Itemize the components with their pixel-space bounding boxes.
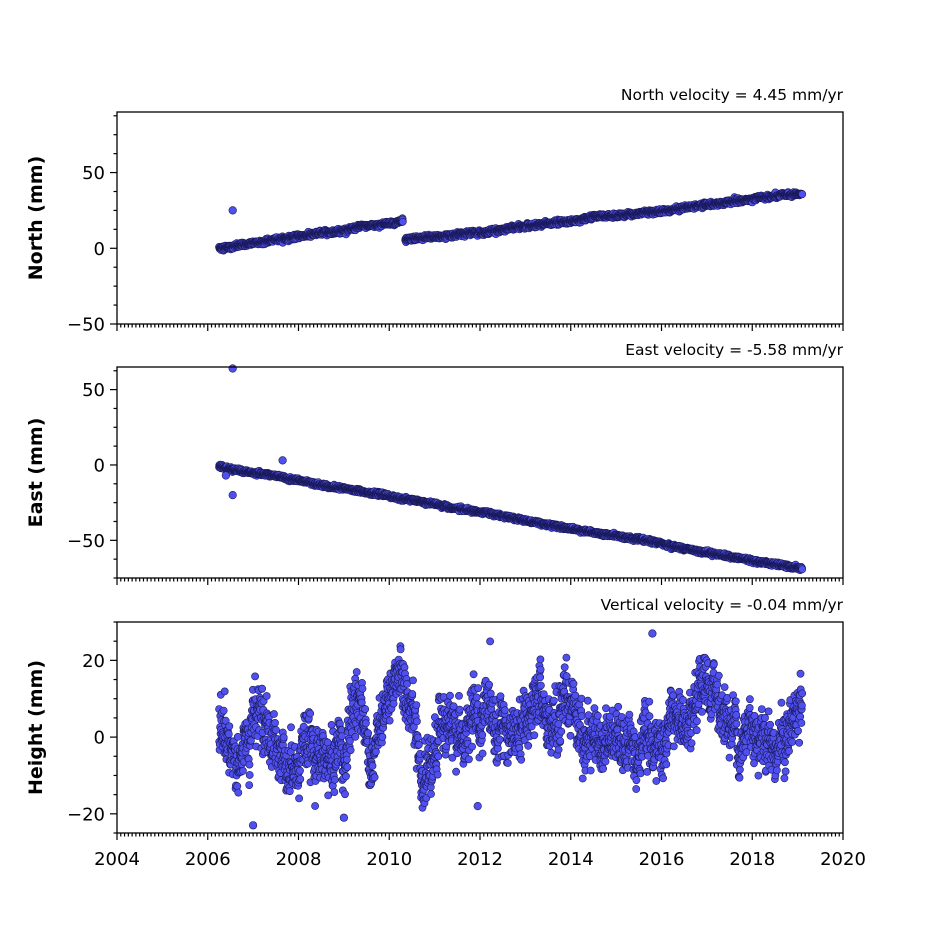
north-point	[798, 190, 807, 199]
north-panel: −50 0 50 North (mm) North velocity = 4.45 mm…	[25, 86, 844, 336]
north-outlier-point	[228, 206, 237, 215]
north-axes-frame	[116, 111, 844, 325]
north-x-ticks	[116, 324, 844, 331]
north-y-axis-label: North (mm)	[25, 156, 47, 281]
east-data-points	[215, 364, 807, 574]
north-y-ticks: −50 0 50	[67, 115, 117, 336]
north-data-points	[215, 188, 807, 255]
north-y-tick-label: 0	[94, 239, 105, 260]
north-y-tick-label: −50	[67, 315, 105, 336]
north-point	[398, 217, 407, 226]
north-y-tick-label: 50	[82, 163, 105, 184]
north-velocity-label: North velocity = 4.45 mm/yr	[621, 86, 844, 104]
